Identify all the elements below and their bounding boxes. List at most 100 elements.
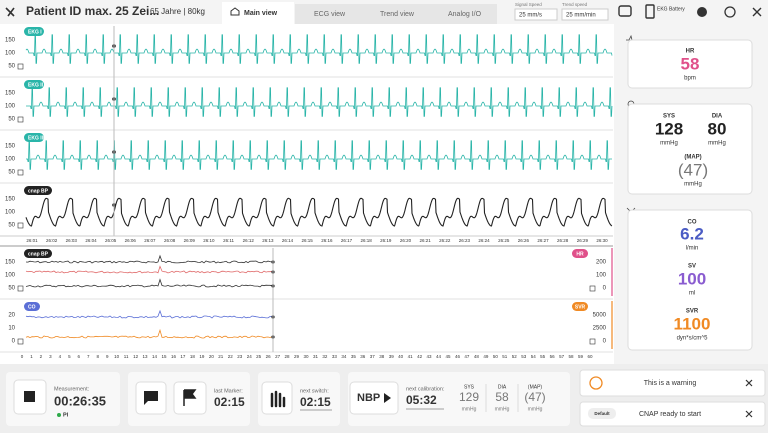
y2-tick-label: 200 (596, 260, 607, 266)
trend-speed: 25 mm/min (566, 13, 596, 19)
time-label: 26:17 (341, 238, 353, 243)
sys-unit: mmHg (660, 141, 678, 147)
info-toast (579, 401, 766, 427)
warning-toast (579, 369, 766, 397)
nbp-sys-label: SYS (464, 384, 475, 390)
tab[interactable]: Analog I/O (448, 11, 482, 18)
nbp-button[interactable] (349, 381, 399, 415)
time-label: 26:11 (223, 238, 234, 243)
patient-info: 65 Jahre | 80kg (150, 7, 205, 16)
trend-axis-label: 2 (40, 354, 43, 359)
trend-axis-label: 25 (256, 354, 262, 359)
play-icon (384, 393, 391, 403)
trend-line (25, 309, 273, 319)
trend-axis-label: 7 (87, 354, 90, 359)
y2-tick-label: 2500 (593, 326, 607, 332)
trend-axis-label: 56 (550, 354, 556, 359)
y-tick-label: 100 (5, 210, 16, 216)
co-card (627, 209, 753, 351)
waveform (25, 197, 613, 227)
default-tag (588, 408, 616, 419)
y2-tick-label: 0 (603, 339, 607, 345)
trend-axis-label: 11 (124, 354, 129, 359)
comment-icon (144, 391, 158, 405)
time-label: 26:30 (596, 238, 608, 243)
settings-icon[interactable] (697, 7, 707, 17)
time-label: 26:01 (26, 238, 38, 243)
dismiss-icon[interactable] (745, 379, 753, 387)
sv-value: 100 (678, 269, 706, 288)
trend-label: CO (28, 304, 36, 310)
y-tick-label: 150 (5, 91, 16, 97)
tab-active[interactable] (222, 2, 294, 24)
trend-axis-label: 34 (341, 354, 347, 359)
trend-axis-label: 38 (379, 354, 385, 359)
time-label: 26:16 (321, 238, 333, 243)
patient-title[interactable]: Patient ID max. 25 Zei... (26, 4, 159, 18)
calibration-progress (406, 408, 444, 410)
trend-axis-label: 18 (190, 354, 196, 359)
trend-axis-label: 13 (143, 354, 149, 359)
time-label: 26:07 (144, 238, 156, 243)
time-label: 26:29 (577, 238, 589, 243)
hand-icon (270, 390, 286, 408)
tab-strip (295, 4, 497, 24)
co-label: CO (688, 220, 697, 226)
trend-axis-label: 52 (512, 354, 518, 359)
battery-label: EKG Battery (657, 6, 685, 12)
scale-icon (589, 338, 596, 345)
trend-axis-label: 46 (455, 354, 461, 359)
next-calibration-label: next calibration: (406, 386, 445, 392)
trend-axis-label: 41 (408, 354, 414, 359)
trend-axis-label: 21 (218, 354, 224, 359)
tab[interactable]: Trend view (380, 11, 415, 18)
trend-speed-select[interactable] (561, 8, 609, 21)
trend-badge (24, 249, 52, 258)
y-tick-label: 50 (8, 117, 15, 123)
nbp-map-unit: mmHg (528, 406, 543, 412)
trend-axis-label: 51 (502, 354, 508, 359)
time-label: 26:21 (419, 238, 431, 243)
signal-speed: 25 mm/s (519, 13, 542, 19)
map-value: (47) (678, 160, 708, 179)
scale-icon (17, 285, 24, 292)
y-tick-label: 100 (5, 51, 16, 57)
trend-line (25, 328, 273, 339)
scale-icon (589, 285, 596, 292)
y-tick-label: 150 (5, 38, 16, 44)
nbp-dia-label: DIA (498, 384, 507, 390)
trend-speed-label: Trend speed (562, 2, 588, 7)
y-tick-label: 150 (5, 144, 16, 150)
battery-icon (645, 4, 655, 19)
trend-axis-label: 47 (464, 354, 470, 359)
measurement-label: Measurement: (54, 386, 90, 392)
close-icon[interactable] (752, 7, 762, 17)
y-tick-label: 50 (8, 170, 15, 176)
trend-axis-label: 42 (417, 354, 423, 359)
next-calibration: 05:32 (406, 393, 437, 407)
camera-icon[interactable] (618, 5, 632, 17)
svr-unit: dyn*s/cm^5 (677, 336, 708, 342)
nbp-sys: 129 (459, 390, 479, 404)
trend-axis-label: 45 (445, 354, 451, 359)
trend-axis-label: 33 (332, 354, 338, 359)
trend-badge (24, 302, 40, 311)
trend-right-label: HR (576, 251, 584, 257)
tab[interactable]: ECG view (314, 11, 346, 18)
signal-speed-select[interactable] (514, 8, 558, 21)
dismiss-icon[interactable] (745, 410, 753, 418)
waveform (25, 34, 613, 64)
tab[interactable]: Main view (244, 10, 278, 17)
warning-icon (589, 376, 603, 390)
co-value: 6.2 (680, 224, 704, 243)
y-tick-label: 150 (5, 197, 16, 203)
stop-icon (24, 391, 35, 402)
info-icon[interactable] (724, 6, 736, 18)
y-tick-label: 20 (8, 313, 15, 319)
map-unit: mmHg (684, 182, 702, 188)
trend-axis-label: 29 (294, 354, 300, 359)
trend-axis-label: 58 (569, 354, 575, 359)
time-label: 26:27 (537, 238, 549, 243)
nbp-card (348, 372, 570, 426)
